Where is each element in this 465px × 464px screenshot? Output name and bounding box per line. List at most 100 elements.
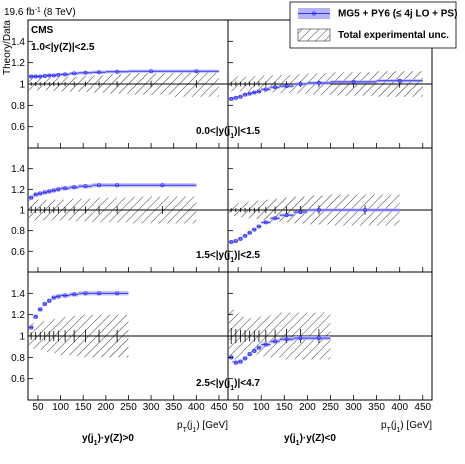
- theory-point: [247, 91, 252, 96]
- x-tick-label: 350: [165, 402, 182, 413]
- theory-point: [63, 72, 68, 77]
- theory-point: [47, 189, 52, 194]
- theory-point: [263, 220, 268, 225]
- experiment-label: CMS: [31, 25, 54, 36]
- theory-point: [115, 183, 120, 188]
- theory-point: [97, 70, 102, 75]
- theory-point: [56, 187, 61, 192]
- theory-point: [47, 298, 52, 303]
- theory-point: [63, 186, 68, 191]
- theory-point: [351, 79, 356, 84]
- theory-point: [233, 95, 238, 100]
- theory-point: [298, 336, 303, 341]
- row-label-part: 1: [230, 133, 234, 140]
- region-label: 1.0<|y(Z)|<2.5: [31, 42, 95, 53]
- theory-point: [72, 292, 77, 297]
- x-axis-label-part: 1: [396, 427, 400, 434]
- column-label-part: 1: [94, 440, 98, 447]
- column-label-part: 1: [296, 440, 300, 447]
- theory-point: [247, 230, 252, 235]
- theory-point: [238, 94, 243, 99]
- x-tick-label: 300: [143, 402, 160, 413]
- y-tick-label: 1.2: [11, 185, 25, 196]
- y-tick-label: 1: [19, 80, 25, 91]
- theory-point: [42, 301, 47, 306]
- theory-point: [97, 291, 102, 296]
- y-tick-label: 0.6: [11, 122, 25, 133]
- x-tick-label: 200: [299, 402, 316, 413]
- x-axis-label-part: 1: [192, 427, 196, 434]
- theory-point: [33, 74, 38, 79]
- theory-point: [72, 185, 77, 190]
- y-tick-label: 1.2: [11, 58, 25, 69]
- x-tick-label: 150: [75, 402, 92, 413]
- theory-point: [316, 207, 321, 212]
- row-label: 2.5<|y(j1)|<4.7: [196, 378, 260, 392]
- y-tick-label: 0.8: [11, 226, 25, 237]
- theory-point: [263, 87, 268, 92]
- x-tick-label: 100: [52, 402, 69, 413]
- theory-point: [83, 291, 88, 296]
- x-axis-label-part: T: [183, 427, 188, 434]
- column-label-part: y(j: [82, 433, 94, 444]
- x-axis-label-part: (j: [187, 420, 193, 431]
- row-label: 0.0<|y(j1)|<1.5: [196, 126, 260, 140]
- y-tick-label: 1.4: [11, 289, 25, 300]
- row-label: 1.5<|y(j1)|<2.5: [196, 250, 260, 264]
- y-tick-label: 1.4: [11, 37, 25, 48]
- y-tick-label: 0.6: [11, 247, 25, 258]
- row-label-part: 1: [230, 257, 234, 264]
- theory-point: [38, 74, 43, 79]
- y-tick-label: 1: [19, 206, 25, 217]
- chart-title: 19.6 fb-1 (8 TeV): [4, 7, 76, 19]
- theory-point: [160, 183, 165, 188]
- row-label-part: 2.5<|y(j: [196, 378, 230, 389]
- chart-title-part: (8 TeV): [41, 7, 76, 18]
- theory-point: [38, 307, 43, 312]
- theory-point: [256, 224, 261, 229]
- theory-point: [252, 90, 257, 95]
- theory-point: [273, 85, 278, 90]
- x-axis-label-part: (j: [391, 420, 397, 431]
- theory-point: [42, 190, 47, 195]
- y-tick-label: 1.2: [11, 310, 25, 321]
- theory-point: [238, 236, 243, 241]
- theory-point: [229, 96, 234, 101]
- theory-point: [316, 336, 321, 341]
- legend-swatch-unc: [297, 28, 331, 42]
- theory-point: [83, 184, 88, 189]
- x-tick-label: 150: [276, 402, 293, 413]
- x-tick-label: 400: [188, 402, 205, 413]
- row-label-part: )|<1.5: [234, 126, 260, 137]
- theory-point: [247, 352, 252, 357]
- x-tick-label: 350: [368, 402, 385, 413]
- theory-point: [256, 89, 261, 94]
- theory-point: [273, 339, 278, 344]
- x-tick-label: 250: [322, 402, 339, 413]
- column-label-part: y(j: [284, 433, 296, 444]
- theory-point: [243, 233, 248, 238]
- theory-point: [33, 314, 38, 319]
- theory-point: [194, 69, 199, 74]
- theory-point: [229, 240, 234, 245]
- theory-point: [149, 69, 154, 74]
- column-label: y(j1)·y(Z)<0: [284, 433, 336, 447]
- theory-point: [38, 191, 43, 196]
- theory-point: [97, 183, 102, 188]
- theory-point: [298, 210, 303, 215]
- x-tick-label: 100: [253, 402, 270, 413]
- theory-point: [115, 69, 120, 74]
- theory-point: [233, 238, 238, 243]
- x-tick-label: 450: [414, 402, 431, 413]
- theory-point: [63, 293, 68, 298]
- chart-title-part: -1: [35, 7, 41, 14]
- theory-point: [243, 356, 248, 361]
- theory-point: [256, 345, 261, 350]
- theory-point: [238, 359, 243, 364]
- x-tick-label: 250: [120, 402, 137, 413]
- column-label: y(j1)·y(Z)>0: [82, 433, 134, 447]
- chart-title-part: 19.6 fb: [4, 7, 35, 18]
- theory-point: [29, 325, 34, 330]
